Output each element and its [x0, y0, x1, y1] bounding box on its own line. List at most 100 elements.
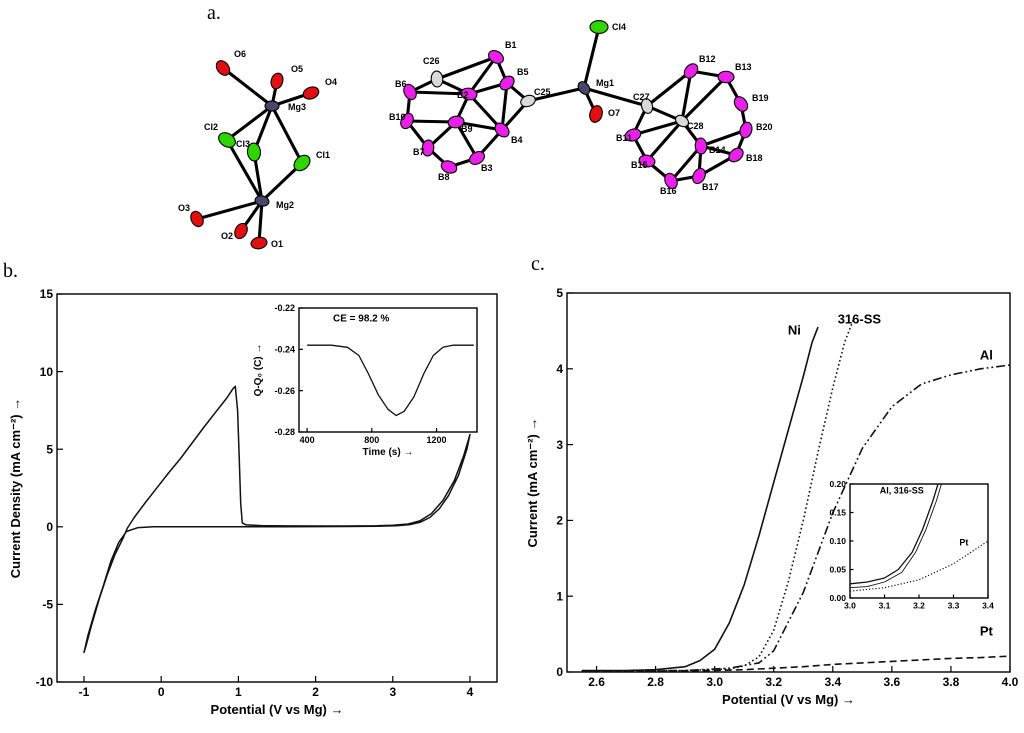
chart-b-inset-xtick-label: 1200 [427, 435, 447, 445]
chart-c-series-Pt [581, 655, 1011, 672]
chart-c-ytick-label: 2 [556, 514, 563, 528]
atom-label-B14: B14 [709, 145, 726, 155]
atom-B6 [403, 83, 417, 101]
atom-O4 [302, 86, 320, 100]
atom-B13 [717, 70, 735, 84]
atom-label-Cl3: Cl3 [236, 139, 250, 149]
atom-label-B17: B17 [702, 182, 719, 192]
chart-b-ytick-label: 10 [40, 365, 54, 379]
chart-c-inset-background [849, 483, 989, 599]
atom-label-B12: B12 [699, 54, 716, 64]
chart-c-annotation: 316-SS [838, 311, 882, 326]
atom-Mg2 [254, 195, 270, 207]
chart-b-ytick-label: 0 [46, 520, 53, 534]
atom-label-B13: B13 [735, 62, 752, 72]
atom-B5 [499, 75, 515, 91]
chart-b-inset-ylabel: Q-Q₀ (C) → [253, 344, 264, 397]
bond-C27-B12 [646, 69, 692, 108]
chart-c-xtick-label: 3.2 [765, 675, 782, 689]
atom-B11 [624, 128, 642, 142]
atom-label-Cl2: Cl2 [204, 122, 218, 132]
atom-label-B4: B4 [511, 135, 523, 145]
chart-b-xtick-label: 3 [389, 685, 396, 699]
atom-B16 [664, 172, 678, 190]
atom-label-B10: B10 [389, 112, 406, 122]
atom-O1 [250, 236, 268, 250]
chart-c-annotation: Ni [788, 323, 801, 338]
chart-b-frame [56, 293, 498, 683]
atom-B7 [421, 139, 435, 157]
bond-B9-B3 [454, 121, 479, 159]
atom-O5 [270, 72, 284, 90]
chart-b-xtick-label: 2 [312, 685, 319, 699]
atom-label-O2: O2 [221, 231, 233, 241]
atom-Cl1 [293, 154, 311, 172]
atom-B19 [733, 96, 749, 112]
chart-c-series-316-SS [581, 319, 855, 672]
atom-label-C25: C25 [534, 87, 551, 97]
chart-c-inset: 3.0 3.1 3.2 3.3 3.4 0.00 0.05 0.10 0.15 0.20 Al, 3… [829, 479, 994, 611]
chart-c-inset-annotation: Al, 316-SS [880, 486, 924, 496]
atom-label-O3: O3 [178, 203, 190, 213]
atom-label-Mg3: Mg3 [288, 102, 306, 112]
atom-O3 [190, 210, 204, 228]
chart-b-inset-annotation: CE = 98.2 % [333, 313, 390, 324]
chart-b-xtick-label: 1 [235, 685, 242, 699]
molecule-mg-chloride-complex: Mg3 O6 O5 O4 Cl2 Cl3 Cl1 Mg2 O3 O2 O1 [178, 49, 337, 250]
chart-c-inset-series-Pt [849, 540, 989, 592]
chart-c-inset-ytick-label: 0.10 [829, 536, 846, 546]
atom-label-B7: B7 [413, 147, 425, 157]
atom-label-O1: O1 [271, 239, 283, 249]
chart-c-inset-xtick-label: 3.4 [982, 601, 994, 611]
atom-B17 [692, 167, 706, 185]
bond-B1-C26 [436, 55, 497, 81]
atom-B9 [447, 115, 465, 129]
atom-B14 [694, 137, 708, 155]
chart-c-inset-ytick-label: 0.00 [829, 593, 846, 603]
atom-label-C28: C28 [687, 121, 704, 131]
chart-c-ytick-label: 1 [556, 589, 563, 603]
chart-b-ylabel: Current Density (mA cm⁻²) → [8, 398, 23, 578]
atom-label-B6: B6 [395, 79, 407, 89]
bond-B15-C28 [645, 119, 684, 163]
bond-Mg2-Cl2 [225, 139, 264, 202]
bond-Mg3-O6 [222, 66, 273, 108]
atom-B2 [460, 87, 478, 101]
atom-B1 [488, 49, 504, 65]
chart-c-xtick-label: 3.0 [706, 675, 723, 689]
chart-c-xtick-label: 4.0 [1002, 675, 1019, 689]
bond-Mg2-O1 [257, 200, 264, 244]
chart-b-inset-ytick-label: -0.22 [274, 303, 295, 313]
chart-c-inset-series-Al [849, 483, 939, 585]
chart-c-inset-series-316-SS [849, 483, 942, 589]
chart-b-inset-frame [298, 307, 478, 433]
atom-label-C27: C27 [633, 92, 650, 102]
atom-B3 [468, 151, 486, 165]
panel-a-label: a. [207, 2, 221, 24]
chart-b-inset-series-charge [307, 344, 474, 417]
chart-b-series-cv-cycle [83, 385, 471, 654]
chart-b-ytick-label: 15 [40, 287, 54, 301]
atom-label-O4: O4 [325, 77, 337, 87]
chart-c-xtick-label: 3.6 [884, 675, 901, 689]
chart-b-xtick-label: 4 [467, 685, 474, 699]
chart-c-inset-ytick-label: 0.15 [829, 507, 846, 517]
bond-B12-C28 [680, 70, 693, 122]
panel-b-label: b. [3, 260, 18, 282]
atom-label-B18: B18 [746, 153, 763, 163]
chart-b-xtick-label: 0 [158, 685, 165, 699]
chart-b-inset-ytick-label: -0.26 [274, 386, 295, 396]
atom-label-C26: C26 [423, 56, 440, 66]
chart-b-inset-xtick-label: 400 [300, 435, 315, 445]
chart-b-inset-xtick-label: 800 [364, 435, 379, 445]
atom-label-B15: B15 [631, 160, 648, 170]
chart-c-annotation: Pt [980, 624, 994, 639]
chart-c-ylabel: Current (mA cm⁻²) → [525, 418, 540, 548]
bond-B1-B2 [467, 56, 498, 95]
chart-b-inset: 400 800 1200 -0.28 -0.26 -0.24 -0.22 Time (s) →… [253, 303, 478, 458]
atom-B8 [440, 160, 458, 174]
bond-Mg1-C27 [583, 86, 648, 108]
chart-c-inset-xtick-label: 3.1 [879, 601, 891, 611]
atom-Cl3 [246, 142, 262, 162]
